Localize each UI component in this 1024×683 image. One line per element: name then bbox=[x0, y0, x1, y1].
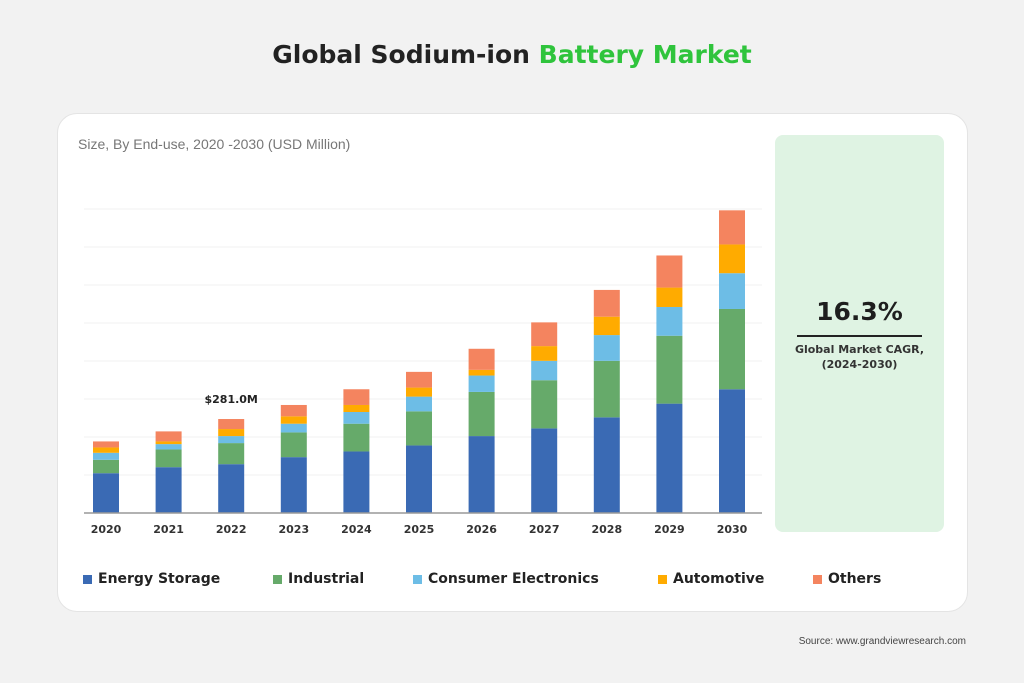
x-tick-label: 2022 bbox=[216, 523, 247, 536]
legend-swatch bbox=[813, 574, 822, 584]
bar-segment-consumer-electronics bbox=[93, 452, 119, 460]
bar-segment-industrial bbox=[93, 459, 119, 474]
bar-segment-automotive bbox=[280, 416, 307, 424]
bar-segment-industrial bbox=[406, 411, 432, 446]
legend-item: Energy Storage bbox=[83, 571, 220, 587]
bar-segment-automotive bbox=[656, 287, 683, 307]
legend-label: Industrial bbox=[288, 571, 365, 587]
x-tick-label: 2024 bbox=[341, 523, 372, 536]
legend-item: Consumer Electronics bbox=[413, 571, 599, 587]
bar-segment-automotive bbox=[593, 316, 620, 336]
bar-segment-consumer-electronics bbox=[468, 375, 495, 392]
bar-segment-consumer-electronics bbox=[218, 436, 245, 444]
legend-item: Automotive bbox=[658, 571, 764, 587]
bar-segment-automotive bbox=[531, 346, 558, 361]
x-tick-label: 2028 bbox=[591, 523, 622, 536]
bar-segment-automotive bbox=[155, 441, 182, 445]
x-tick-label: 2027 bbox=[529, 523, 560, 536]
bar-segment-consumer-electronics bbox=[531, 360, 558, 381]
bar-segment-energy-storage bbox=[343, 451, 370, 513]
bar-segment-others bbox=[406, 371, 432, 388]
source-note: Source: www.grandviewresearch.com bbox=[798, 636, 966, 647]
bar-segment-others bbox=[468, 348, 495, 370]
bar-segment-industrial bbox=[593, 360, 620, 418]
bar-segment-industrial bbox=[468, 391, 495, 437]
legend-item: Others bbox=[813, 571, 881, 587]
bar-segment-others bbox=[593, 289, 620, 317]
bar-segment-energy-storage bbox=[468, 436, 495, 513]
bar-segment-energy-storage bbox=[531, 428, 558, 513]
bar-segment-others bbox=[218, 419, 245, 430]
bar-segment-consumer-electronics bbox=[406, 396, 432, 412]
legend-item: Industrial bbox=[273, 571, 364, 587]
data-label: $281.0M bbox=[204, 393, 257, 406]
legend-swatch bbox=[658, 574, 667, 584]
legend-swatch bbox=[273, 574, 282, 584]
x-tick-label: 2025 bbox=[404, 523, 435, 536]
bar-segment-others bbox=[343, 389, 370, 405]
x-tick-label: 2030 bbox=[717, 523, 748, 536]
x-tick-label: 2026 bbox=[466, 523, 497, 536]
page-title: Global Sodium-ion Battery Market bbox=[272, 40, 752, 69]
legend-label: Energy Storage bbox=[98, 571, 221, 587]
cagr-value: 16.3% bbox=[816, 297, 903, 326]
bar-segment-consumer-electronics bbox=[155, 444, 182, 450]
bar-segment-others bbox=[280, 404, 307, 417]
bar-segment-energy-storage bbox=[593, 417, 620, 513]
legend-label: Consumer Electronics bbox=[428, 571, 599, 587]
x-tick-label: 2021 bbox=[153, 523, 184, 536]
bar-segment-industrial bbox=[155, 449, 182, 468]
bar-segment-energy-storage bbox=[93, 473, 119, 513]
bar-segment-consumer-electronics bbox=[343, 411, 370, 424]
cagr-label: Global Market CAGR, (2024-2030) bbox=[794, 343, 925, 371]
bar-segment-others bbox=[656, 255, 683, 288]
bar-segment-consumer-electronics bbox=[656, 306, 683, 336]
bar-segment-others bbox=[155, 431, 182, 442]
chart-subtitle: Size, By End-use, 2020 -2030 (USD Millio… bbox=[78, 136, 351, 152]
bar-segment-consumer-electronics bbox=[719, 273, 745, 309]
legend-swatch bbox=[413, 574, 422, 584]
x-tick-label: 2020 bbox=[91, 523, 122, 536]
bar-segment-industrial bbox=[531, 380, 558, 429]
cagr-panel: 16.3% Global Market CAGR, (2024-2030) bbox=[775, 135, 944, 532]
bar-segment-industrial bbox=[656, 335, 683, 404]
bar-segment-energy-storage bbox=[406, 445, 432, 513]
bar-segment-automotive bbox=[468, 369, 495, 376]
x-tick-label: 2023 bbox=[278, 523, 309, 536]
legend-label: Others bbox=[828, 571, 882, 587]
bar-segment-energy-storage bbox=[656, 403, 683, 513]
x-tick-label: 2029 bbox=[654, 523, 685, 536]
legend-swatch bbox=[83, 574, 92, 584]
bar-segment-automotive bbox=[93, 447, 119, 453]
bar-segment-consumer-electronics bbox=[593, 335, 620, 361]
bar-segment-industrial bbox=[719, 308, 745, 390]
bar-segment-industrial bbox=[218, 443, 245, 465]
cagr-divider bbox=[797, 335, 922, 337]
bar-segment-automotive bbox=[719, 244, 745, 274]
bar-segment-industrial bbox=[343, 423, 370, 452]
bar-segment-automotive bbox=[343, 404, 370, 412]
bar-segment-others bbox=[93, 441, 119, 448]
bar-segment-others bbox=[531, 322, 558, 347]
bar-segment-consumer-electronics bbox=[280, 423, 307, 433]
bar-segment-energy-storage bbox=[218, 464, 245, 513]
bar-segment-energy-storage bbox=[155, 467, 182, 513]
bar-segment-automotive bbox=[218, 429, 245, 437]
bar-segment-energy-storage bbox=[280, 457, 307, 513]
bar-segment-automotive bbox=[406, 387, 432, 397]
legend-label: Automotive bbox=[673, 571, 765, 587]
bar-segment-others bbox=[719, 210, 745, 245]
bar-segment-energy-storage bbox=[719, 389, 745, 513]
bar-segment-industrial bbox=[280, 432, 307, 458]
